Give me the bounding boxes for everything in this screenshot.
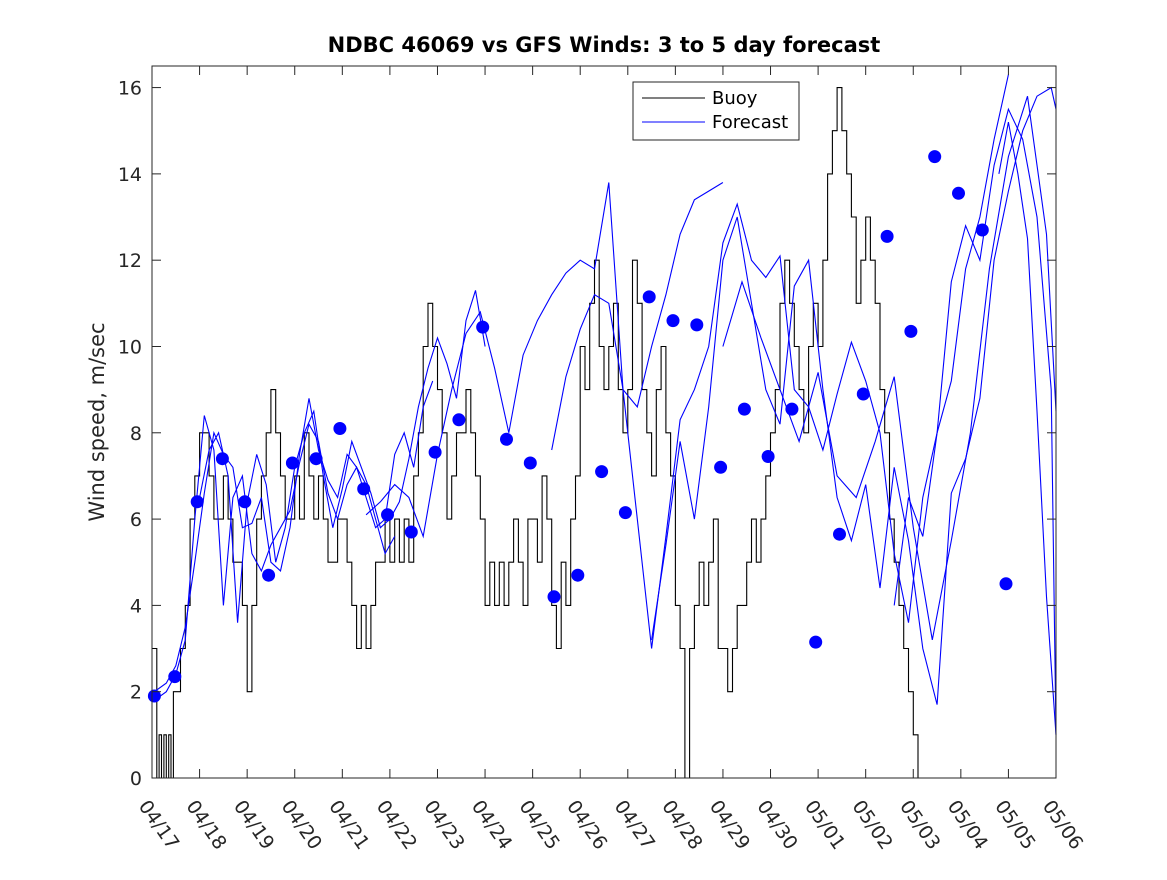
forecast-marker <box>856 387 870 401</box>
forecast-marker <box>190 495 204 509</box>
y-axis-label: Wind speed, m/sec <box>85 322 109 521</box>
forecast-marker <box>785 402 799 416</box>
forecast-marker <box>928 150 942 164</box>
forecast-marker <box>642 290 656 304</box>
forecast-run-line-2 <box>154 380 434 701</box>
forecast-marker <box>285 456 299 470</box>
forecast-marker <box>215 452 229 466</box>
forecast-marker <box>833 527 846 541</box>
chart-title: NDBC 46069 vs GFS Winds: 3 to 5 day fore… <box>328 33 881 57</box>
forecast-marker <box>147 689 161 703</box>
forecast-run-line-6 <box>651 86 1057 705</box>
buoy-series-line <box>152 87 995 779</box>
forecast-run-line-9 <box>998 122 1057 735</box>
plot-frame <box>151 65 1057 779</box>
legend-box <box>632 81 800 141</box>
forecast-marker <box>428 445 442 459</box>
forecast-marker <box>547 590 561 604</box>
forecast-run-line-1 <box>154 398 396 693</box>
y-tick-label: 12 <box>118 250 142 272</box>
plot-area <box>152 66 1056 778</box>
y-tick-label: 10 <box>118 336 142 358</box>
forecast-marker <box>571 568 585 582</box>
forecast-marker <box>666 314 680 328</box>
forecast-marker <box>168 670 182 684</box>
y-tick-label: 4 <box>130 595 142 617</box>
forecast-marker <box>737 402 751 416</box>
forecast-marker <box>476 320 490 334</box>
legend-buoy-label: Buoy <box>712 88 758 109</box>
forecast-marker <box>357 482 371 496</box>
forecast-marker <box>809 635 823 649</box>
forecast-marker <box>309 452 323 466</box>
forecast-marker <box>595 465 609 479</box>
forecast-run-line-7 <box>722 96 1057 641</box>
forecast-marker <box>500 432 513 446</box>
forecast-marker <box>618 506 632 520</box>
forecast-marker <box>952 186 965 200</box>
marker-layer <box>147 150 1013 703</box>
forecast-marker <box>880 229 894 243</box>
forecast-marker <box>238 495 252 509</box>
forecast-marker <box>690 318 704 332</box>
forecast-run-line-4 <box>365 182 724 539</box>
forecast-run-line-8 <box>893 107 1057 735</box>
series-layer <box>152 74 1057 779</box>
y-tick-label: 0 <box>130 768 142 790</box>
forecast-marker <box>523 456 537 470</box>
y-tick-label: 16 <box>118 78 142 100</box>
forecast-marker <box>714 460 728 474</box>
forecast-marker <box>333 422 347 435</box>
forecast-run-line-5 <box>551 74 1009 649</box>
forecast-marker <box>452 413 466 427</box>
forecast-marker <box>262 568 276 582</box>
forecast-marker <box>381 508 394 522</box>
y-tick-label: 2 <box>130 682 142 704</box>
legend: Buoy Forecast <box>632 81 800 141</box>
forecast-marker <box>999 577 1013 591</box>
y-tick-label: 14 <box>118 164 142 186</box>
forecast-marker <box>975 223 989 237</box>
forecast-marker <box>404 525 418 539</box>
forecast-marker <box>761 450 775 463</box>
y-tick-label: 8 <box>130 423 142 445</box>
y-tick-label: 6 <box>130 509 142 531</box>
forecast-marker <box>904 324 918 338</box>
legend-forecast-label: Forecast <box>712 112 788 133</box>
